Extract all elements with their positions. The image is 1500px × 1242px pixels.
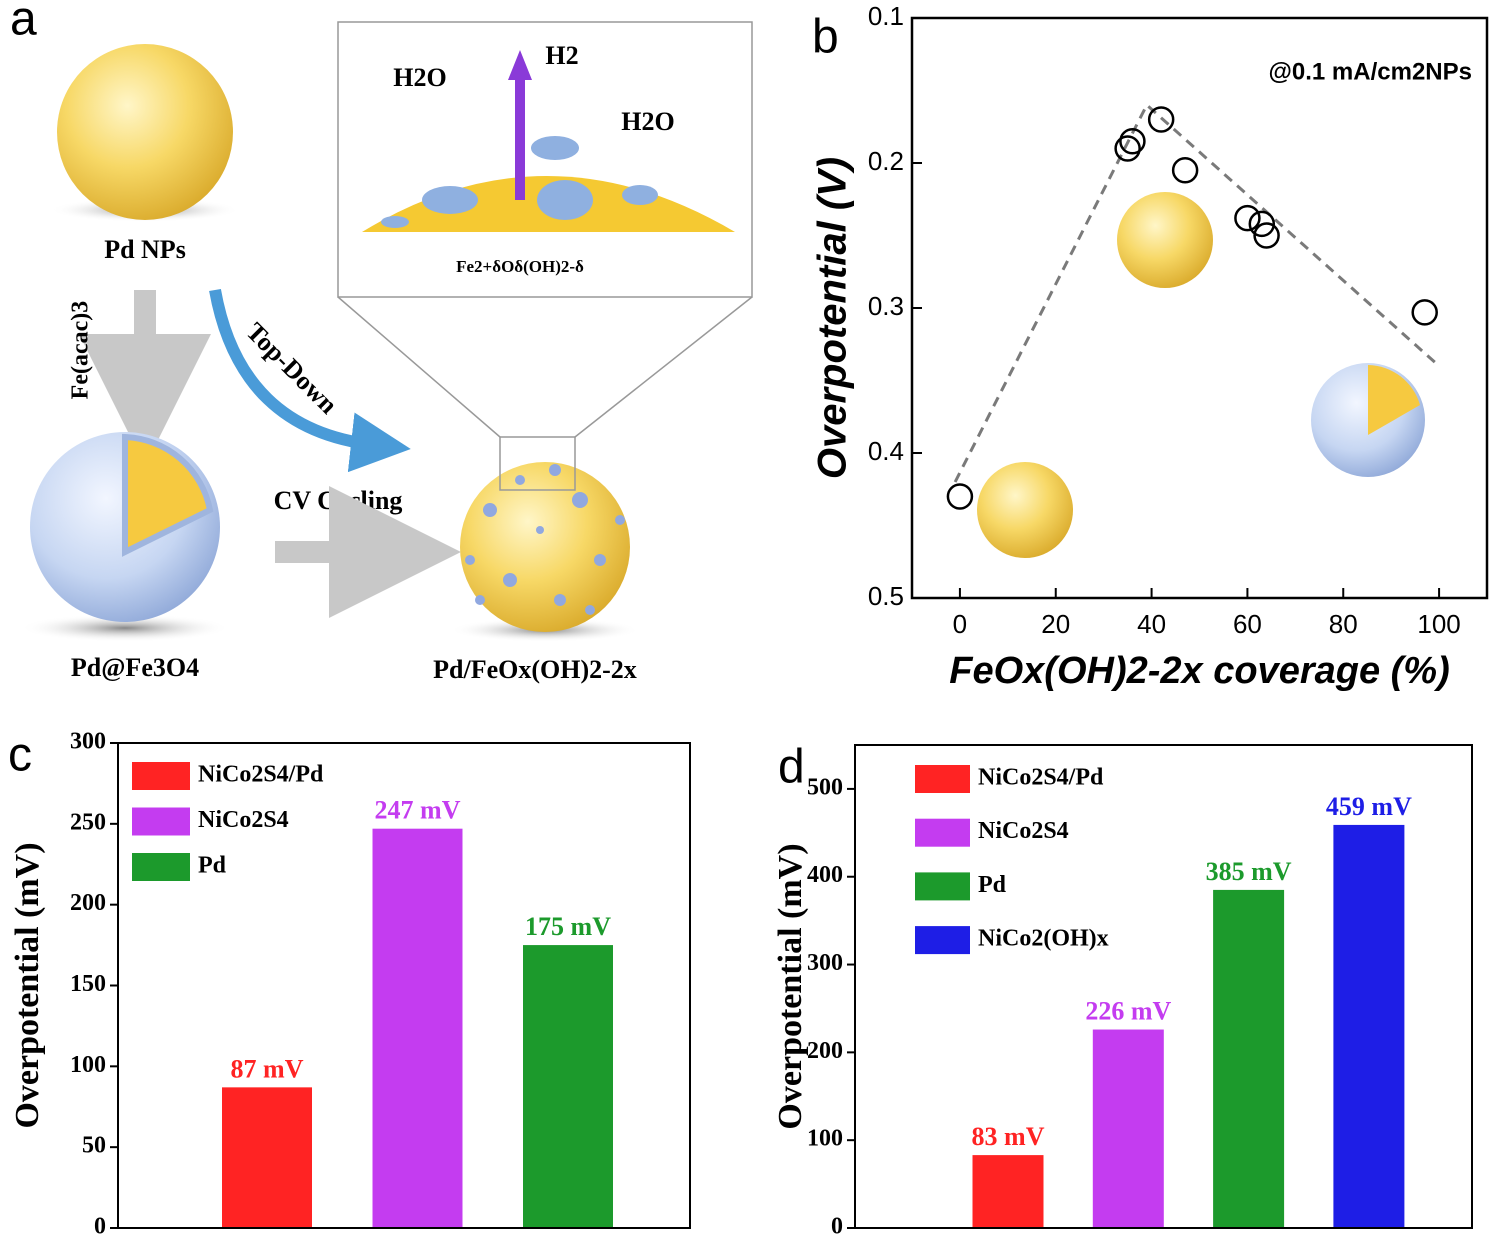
h2-arrow — [508, 50, 532, 80]
coated-sphere — [460, 462, 630, 632]
label: Pd@Fe3O4 — [71, 653, 199, 682]
point — [1147, 106, 1175, 133]
y-tick-label: 0.4 — [868, 436, 904, 466]
y-tick-label: 300 — [807, 950, 843, 976]
y-tick-label: 0.2 — [868, 146, 904, 176]
legend-swatch — [915, 765, 970, 793]
pd-sphere — [57, 44, 233, 220]
value-label: 83 mV — [972, 1122, 1045, 1151]
y-tick-label: 400 — [807, 862, 843, 888]
x-tick-label: 40 — [1137, 609, 1166, 639]
zoom-box — [499, 436, 576, 491]
y-tick-label: 0.5 — [868, 581, 904, 611]
bar — [1333, 824, 1405, 1228]
legend-swatch — [915, 818, 970, 847]
point — [1253, 222, 1280, 249]
legend-label: NiCo2S4 — [198, 807, 289, 833]
panel-a: Pd NPs Fe(acac)3 Pd@Fe3O4 Top-Down CV Cy… — [20, 21, 753, 684]
point — [1234, 204, 1261, 232]
bar — [1213, 889, 1285, 1228]
legend-label: Pd — [198, 853, 227, 879]
zoom-line — [337, 296, 501, 438]
value-label: 226 mV — [1085, 996, 1171, 1025]
value-label: 459 mV — [1326, 792, 1412, 821]
x-tick-label: 0 — [953, 609, 967, 639]
inset — [337, 21, 753, 298]
x-tick-label: 80 — [1329, 609, 1358, 639]
point — [946, 483, 974, 510]
panel-label: a — [10, 0, 37, 46]
bar — [372, 828, 463, 1228]
label: Pd NPs — [104, 235, 186, 264]
legend-label: NiCo2(OH)x — [978, 926, 1109, 952]
legend-swatch — [132, 853, 190, 881]
legend-label: Pd — [978, 872, 1007, 898]
y-axis-label: Overpotential (mV) — [772, 843, 809, 1129]
legend-swatch — [132, 762, 190, 790]
legend-label: NiCo2S4 — [978, 818, 1069, 844]
annotation: @0.1 mA/cm2NPs — [1269, 58, 1473, 85]
y-tick-label: 200 — [807, 1038, 843, 1064]
label: Pd/FeOx(OH)2-2x — [433, 655, 637, 684]
panel-label: c — [8, 729, 32, 782]
label: Fe2+δOδ(OH)2-δ — [456, 257, 584, 276]
x-tick-label: 20 — [1041, 609, 1070, 639]
panel-label: d — [778, 741, 805, 794]
point — [1248, 210, 1276, 238]
legend-swatch — [915, 872, 970, 901]
bar — [972, 1155, 1044, 1228]
legend-swatch — [915, 926, 970, 955]
core-cut — [122, 433, 214, 557]
frame — [854, 744, 1473, 1229]
value-label: 385 mV — [1206, 857, 1292, 886]
point — [1114, 135, 1141, 162]
value-label: 247 mV — [375, 796, 461, 825]
bar — [222, 1087, 312, 1228]
panel-b-deco — [977, 192, 1425, 558]
point — [1171, 157, 1199, 184]
legend-label: NiCo2S4/Pd — [978, 765, 1104, 791]
frame — [910, 16, 1489, 600]
y-axis-label: Overpotential (V) — [811, 157, 855, 479]
trend-line — [953, 102, 1441, 483]
panel-label: b — [812, 11, 839, 64]
y-tick-label: 0 — [94, 1214, 106, 1240]
value-label: 87 mV — [231, 1054, 304, 1083]
point — [1119, 128, 1146, 155]
arrow — [209, 288, 411, 473]
dots — [465, 464, 625, 615]
y-axis-label: Overpotential (mV) — [9, 842, 46, 1128]
y-tick-label: 100 — [807, 1126, 843, 1152]
y-tick-label: 250 — [70, 809, 106, 835]
frame — [117, 742, 691, 1229]
x-axis-label: FeOx(OH)2-2x coverage (%) — [949, 650, 1450, 692]
y-tick-label: 300 — [70, 729, 106, 755]
point — [1411, 299, 1438, 326]
y-tick-label: 0.1 — [868, 1, 904, 31]
shadow — [20, 614, 230, 642]
x-tick-label: 60 — [1233, 609, 1262, 639]
y-tick-label: 50 — [82, 1133, 106, 1159]
value-label: 175 mV — [525, 912, 611, 941]
x-tick-label: 100 — [1417, 609, 1460, 639]
y-tick-label: 0 — [831, 1214, 843, 1240]
legend-swatch — [132, 807, 190, 836]
y-tick-label: 500 — [807, 774, 843, 800]
label: H2O — [621, 107, 674, 136]
zoom-line — [574, 296, 753, 438]
bar — [523, 945, 613, 1228]
patches — [381, 136, 658, 228]
label: CV Cycling — [274, 486, 403, 515]
label: Fe(acac)3 — [68, 301, 94, 400]
y-tick-label: 150 — [70, 971, 106, 997]
label: Top-Down — [240, 317, 343, 420]
label: H2 — [545, 41, 578, 70]
bar — [1092, 1029, 1164, 1228]
y-tick-label: 200 — [70, 890, 106, 916]
y-tick-label: 0.3 — [868, 291, 904, 321]
label: H2O — [393, 63, 446, 92]
y-tick-label: 100 — [70, 1052, 106, 1078]
legend-label: NiCo2S4/Pd — [198, 762, 324, 788]
